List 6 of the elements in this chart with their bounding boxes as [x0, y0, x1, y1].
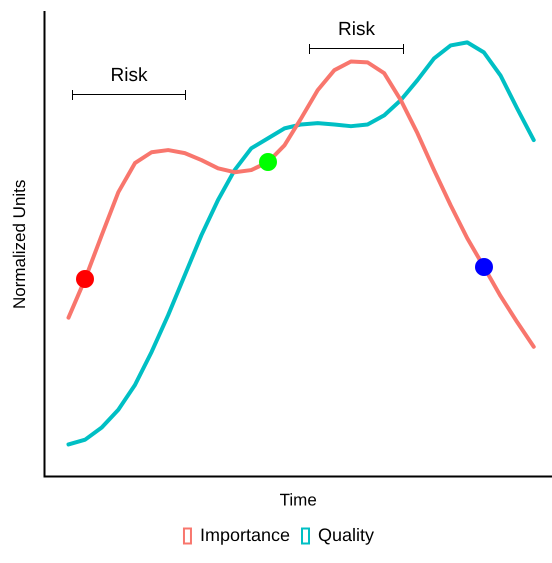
x-axis-title: Time	[280, 490, 317, 510]
y-axis-title: Normalized Units	[10, 180, 29, 310]
annotation: Risk	[110, 65, 148, 87]
text: Risk	[338, 19, 375, 41]
legend-label: Quality	[318, 524, 374, 545]
legend-label: Importance	[200, 524, 290, 545]
